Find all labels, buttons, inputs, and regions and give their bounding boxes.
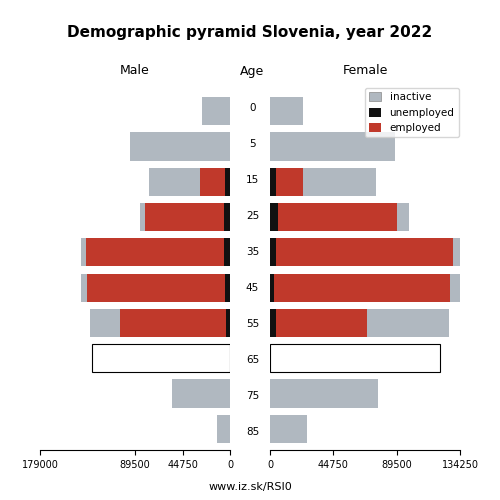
Bar (270, 168, 376, 196)
Bar (224, 203, 230, 231)
Text: www.iz.sk/RSI0: www.iz.sk/RSI0 (208, 482, 292, 492)
Bar (270, 274, 274, 302)
Bar (270, 238, 276, 266)
Bar (92, 344, 230, 372)
Text: Age: Age (240, 64, 264, 78)
Bar (149, 168, 230, 196)
Bar (270, 203, 398, 231)
Legend: inactive, unemployed, employed: inactive, unemployed, employed (364, 88, 458, 138)
Bar (270, 168, 276, 196)
Text: Demographic pyramid Slovenia, year 2022: Demographic pyramid Slovenia, year 2022 (68, 25, 432, 40)
Text: 25: 25 (246, 211, 259, 221)
Bar (86, 274, 230, 302)
Bar (224, 238, 230, 266)
Bar (82, 274, 230, 302)
Bar (120, 309, 230, 337)
Bar (145, 203, 230, 231)
Text: Female: Female (342, 64, 388, 78)
Bar (172, 380, 230, 407)
Text: 45: 45 (246, 283, 259, 293)
Bar (270, 309, 449, 337)
Bar (270, 344, 440, 372)
Bar (130, 132, 230, 160)
Bar (270, 97, 302, 126)
Text: 55: 55 (246, 319, 259, 329)
Bar (270, 168, 302, 196)
Bar (270, 309, 367, 337)
Bar (270, 274, 461, 302)
Bar (224, 274, 230, 302)
Bar (90, 309, 230, 337)
Text: Male: Male (120, 64, 150, 78)
Text: 65: 65 (246, 355, 259, 365)
Text: 15: 15 (246, 175, 259, 185)
Bar (270, 238, 454, 266)
Bar (270, 274, 450, 302)
Bar (270, 380, 378, 407)
Bar (202, 97, 230, 126)
Bar (200, 168, 230, 196)
Text: 5: 5 (249, 139, 256, 149)
Bar (226, 309, 230, 337)
Text: 35: 35 (246, 247, 259, 257)
Bar (86, 238, 230, 266)
Bar (225, 168, 230, 196)
Text: 0: 0 (249, 103, 256, 113)
Bar (270, 203, 408, 231)
Bar (270, 132, 394, 160)
Text: 75: 75 (246, 391, 259, 401)
Bar (270, 309, 276, 337)
Bar (140, 203, 230, 231)
Text: 85: 85 (246, 427, 259, 437)
Bar (270, 238, 460, 266)
Bar (270, 414, 307, 443)
Bar (270, 203, 278, 231)
Bar (81, 238, 230, 266)
Bar (218, 414, 230, 443)
